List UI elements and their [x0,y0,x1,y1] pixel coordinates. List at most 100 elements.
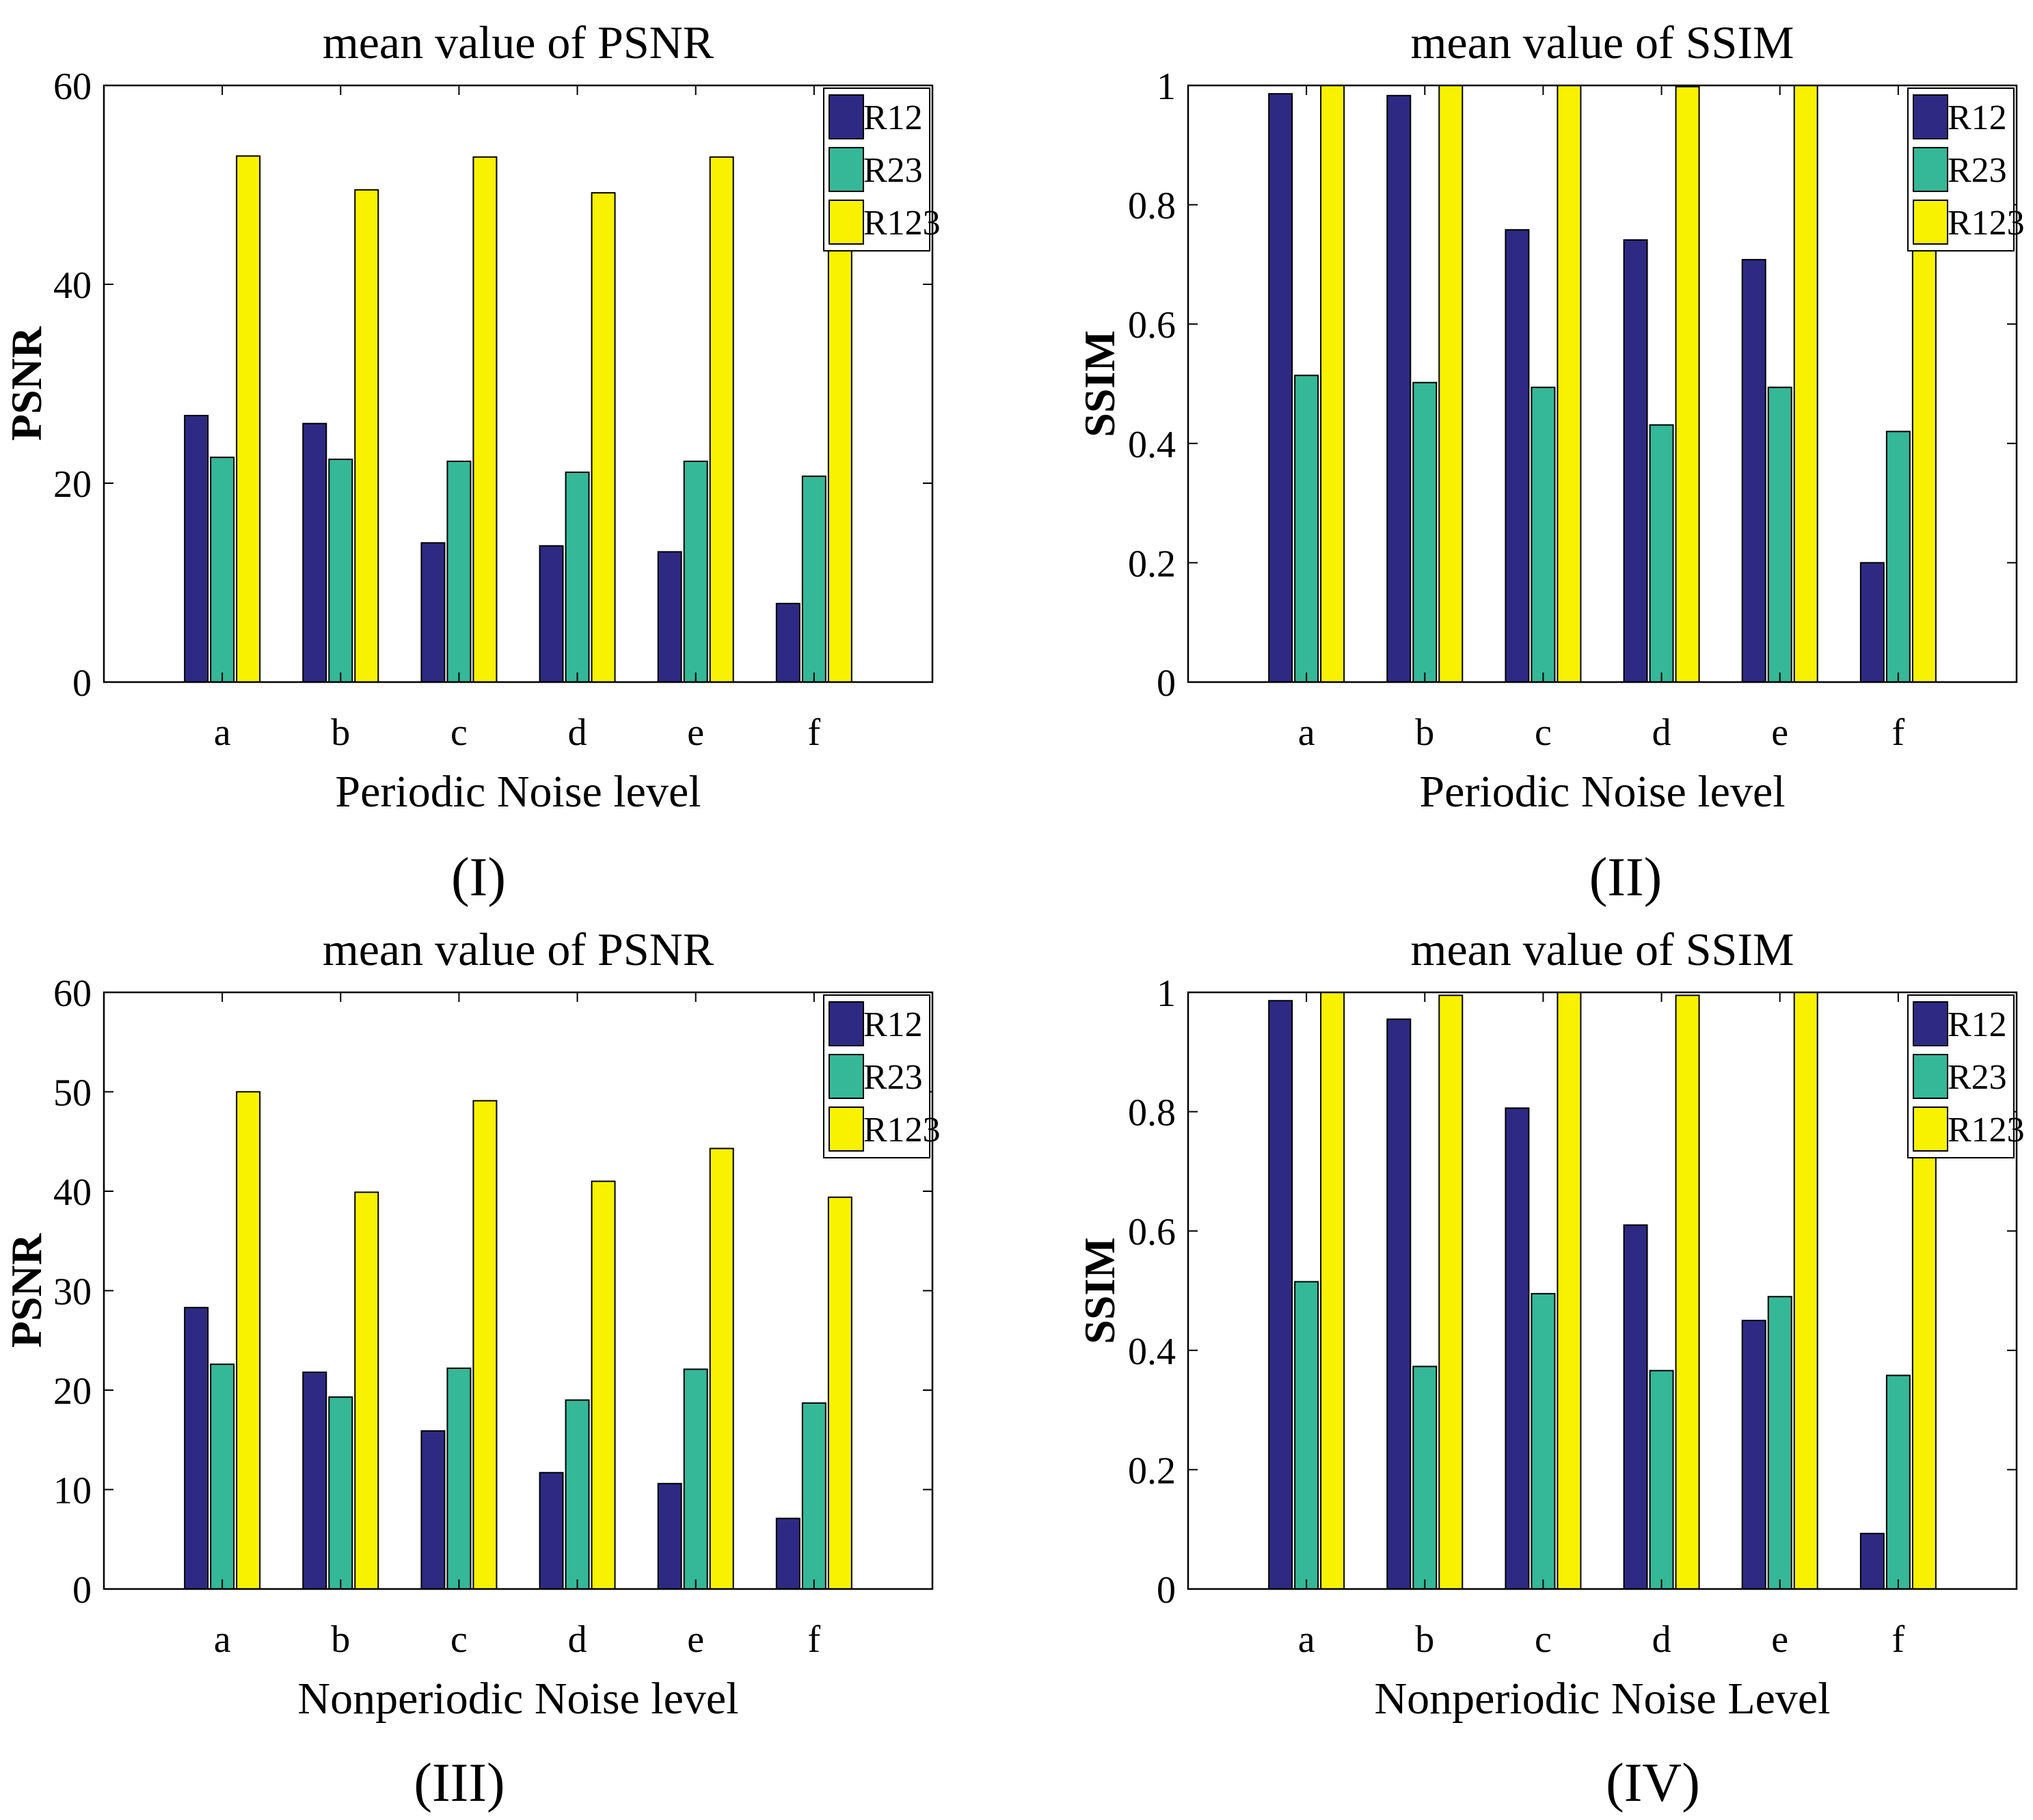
bar-r12-b [302,1371,327,1590]
y-tick-label: 60 [53,66,92,108]
x-tick-label: b [1415,1618,1434,1661]
x-tick-label: d [1652,711,1671,754]
bar-r123-f [1911,1111,1937,1590]
legend-swatch-r123 [1913,200,1948,245]
legend-swatch-r23 [829,147,864,192]
bar-r12-a [1268,1000,1293,1590]
y-axis-label: SSIM [1075,330,1124,437]
bar-r12-b [1386,1018,1412,1590]
legend-label-r12: R12 [863,98,923,137]
panel-label: (III) [414,1753,504,1813]
legend-swatch-r23 [829,1054,864,1099]
x-tick-label: c [1535,711,1552,754]
chart-title: mean value of PSNR [323,16,714,68]
x-tick-label: e [687,1618,704,1661]
legend: R12 R23 R123 [1907,994,2025,1158]
y-tick-label: 1 [1157,66,1176,108]
panel-label: (I) [451,847,506,908]
legend-label-r123: R123 [863,204,941,243]
x-tick-label: a [214,711,231,754]
legend-swatch-r123 [829,200,864,245]
bar-r12-a [184,1307,209,1590]
bar-r23-d [1649,424,1674,683]
bar-r123-c [1557,85,1582,683]
y-tick-label: 0 [1157,1569,1176,1612]
bar-r23-e [683,460,708,683]
x-tick-label: c [450,1618,468,1661]
x-tick-label: e [1771,711,1788,754]
bar-r23-a [1294,1281,1319,1590]
bar-r23-c [446,460,472,683]
bar-r23-f [801,1402,826,1590]
y-tick-label: 0.4 [1128,424,1176,466]
legend-label-r23: R23 [863,151,923,190]
y-tick-label: 0.2 [1128,1450,1176,1492]
chart-panel-4: mean value of SSIM 0 0.2 0.4 0.6 0.8 1 a b c d e f No… [1075,923,2025,1813]
bar-r123-e [1793,992,1818,1590]
bar-r123-d [591,1180,616,1590]
x-tick-label: f [808,711,821,754]
bar-r12-b [1386,94,1412,683]
legend-label-r123: R123 [1948,1111,2025,1150]
x-tick-label: f [808,1618,821,1661]
axes-box [103,991,934,1590]
y-tick-label: 20 [53,1370,92,1413]
legend-label-r12: R12 [1948,98,2007,137]
legend-swatch-r123 [829,1106,864,1152]
bar-r12-c [1505,1107,1530,1590]
y-tick-label: 0.6 [1128,304,1176,347]
bar-r123-b [354,189,379,683]
bar-r12-d [539,545,564,683]
bar-r123-e [1793,85,1818,683]
y-tick-label: 0 [72,662,92,705]
x-axis-label: Periodic Noise level [335,767,701,817]
legend-swatch-r12 [829,94,864,139]
bar-r123-d [1675,85,1700,683]
y-tick-label: 0.4 [1128,1331,1176,1373]
bar-r12-e [1741,258,1766,683]
bar-r12-c [420,542,446,683]
x-tick-label: e [1771,1618,1788,1661]
bar-r123-f [827,208,852,683]
bar-r23-f [1885,431,1911,683]
legend-swatch-r123 [1913,1106,1948,1152]
y-axis-label: SSIM [1075,1237,1124,1344]
legend-swatch-r12 [829,1001,864,1046]
bar-r23-b [328,459,353,683]
x-tick-label: a [1298,711,1315,754]
y-tick-label: 0.6 [1128,1211,1176,1253]
x-axis-label: Periodic Noise level [1419,767,1785,817]
bar-r12-a [1268,93,1293,683]
x-tick-label: f [1892,1618,1905,1661]
legend-label-r23: R23 [1948,1058,2007,1097]
legend-label-r12: R12 [863,1005,923,1044]
bar-r12-e [657,1482,682,1590]
bar-r12-f [1859,562,1885,683]
bar-r123-c [472,156,498,683]
y-tick-label: 0 [72,1569,92,1612]
bar-r12-a [184,415,209,683]
bar-r23-b [1412,1366,1438,1590]
bar-r23-e [1767,386,1792,683]
x-tick-label: d [568,711,587,754]
bar-r23-e [1767,1296,1792,1590]
bar-r123-d [591,192,616,683]
bar-r123-f [1911,204,1937,683]
bar-r123-a [1320,85,1345,683]
bar-r123-a [1320,992,1345,1590]
x-tick-label: d [568,1618,587,1661]
axes-box [103,84,934,683]
legend-label-r123: R123 [863,1111,941,1150]
x-tick-label: b [331,711,350,754]
chart-panel-3: mean value of PSNR 0 10 20 30 40 50 60 a b c d e f Non… [2,923,941,1813]
legend-swatch-r23 [1913,147,1948,192]
bar-r123-b [1438,85,1464,683]
legend: R12 R23 R123 [823,87,941,252]
legend-label-r23: R23 [863,1058,923,1097]
bar-r23-a [1294,375,1319,683]
bar-r23-d [565,471,590,683]
bar-r123-a [236,1091,261,1590]
bar-r23-c [446,1367,472,1590]
x-tick-label: c [1535,1618,1552,1661]
bar-r12-f [775,1517,800,1590]
